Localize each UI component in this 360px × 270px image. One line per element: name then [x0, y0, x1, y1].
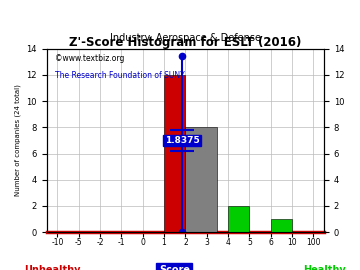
Bar [185, 127, 217, 232]
Text: Score: Score [159, 265, 190, 270]
Title: Z'-Score Histogram for ESLT (2016): Z'-Score Histogram for ESLT (2016) [69, 36, 302, 49]
Bar [271, 219, 292, 232]
Text: Unhealthy: Unhealthy [24, 265, 81, 270]
Bar [164, 75, 185, 232]
Y-axis label: Number of companies (24 total): Number of companies (24 total) [14, 85, 21, 196]
Text: The Research Foundation of SUNY: The Research Foundation of SUNY [55, 71, 185, 80]
Text: ©www.textbiz.org: ©www.textbiz.org [55, 54, 125, 63]
Text: Industry: Aerospace & Defense: Industry: Aerospace & Defense [110, 33, 261, 43]
Text: Healthy: Healthy [303, 265, 346, 270]
Bar [228, 206, 249, 232]
Text: 1.8375: 1.8375 [165, 136, 199, 145]
